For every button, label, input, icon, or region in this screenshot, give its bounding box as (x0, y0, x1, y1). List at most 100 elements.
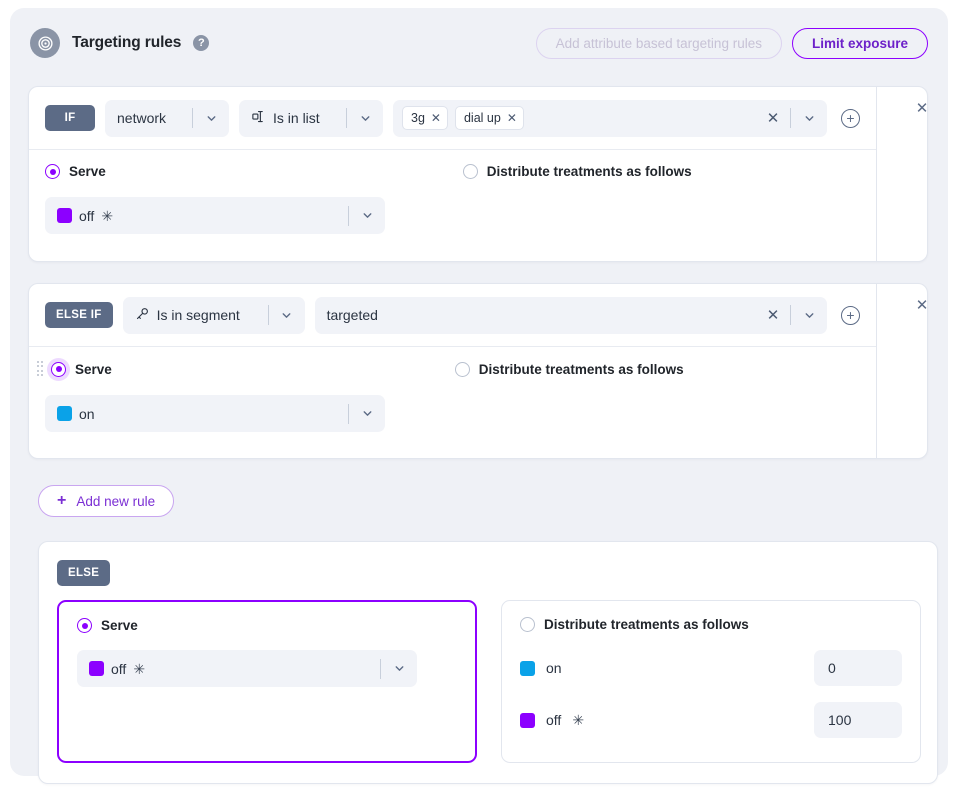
treatment-select-else-if[interactable]: on (45, 395, 385, 432)
treatment-name: on (79, 405, 95, 422)
clear-icon[interactable]: ✕ (766, 110, 780, 127)
remove-tag-icon[interactable]: ✕ (430, 111, 441, 125)
value-tag[interactable]: dial up ✕ (454, 106, 524, 130)
distribution-treatment-on: on (520, 660, 562, 676)
matcher-select-value: Is in list (239, 109, 346, 127)
else-serve-row: Serve (77, 618, 457, 633)
segment-select[interactable]: targeted ✕ (314, 296, 827, 334)
distribution-input-off[interactable] (814, 702, 902, 738)
attribute-select[interactable]: network (105, 99, 229, 137)
clear-icon[interactable]: ✕ (766, 307, 780, 324)
divider (346, 108, 347, 128)
limit-exposure-button[interactable]: Limit exposure (791, 27, 928, 59)
divider (790, 305, 791, 325)
else-serve-label: Serve (101, 618, 138, 633)
serve-options-row-if: Serve Distribute treatments as follows (45, 164, 860, 179)
chevron-down-icon[interactable] (791, 112, 827, 125)
treatment-color-swatch (520, 660, 535, 676)
distribute-radio-else-if[interactable] (454, 361, 470, 377)
else-distribute-box[interactable]: Distribute treatments as follows on off … (501, 600, 921, 763)
chevron-down-icon[interactable] (193, 112, 229, 125)
else-distribute-label: Distribute treatments as follows (544, 617, 749, 632)
treatment-select-if[interactable]: off ✳ (45, 197, 385, 234)
rule-card-if: IF network (28, 86, 928, 262)
values-multiselect[interactable]: 3g ✕ dial up ✕ ✕ (393, 99, 827, 137)
chevron-down-icon[interactable] (349, 407, 385, 420)
drag-handle-icon[interactable] (37, 361, 46, 377)
rule-close-column-else-if: ✕ (877, 284, 959, 458)
close-icon[interactable]: ✕ (915, 296, 929, 314)
matcher-select-if[interactable]: Is in list (239, 99, 383, 137)
value-tag[interactable]: 3g ✕ (402, 106, 448, 130)
page-title: Targeting rules (72, 34, 182, 51)
distribute-radio-if[interactable] (462, 164, 478, 179)
serve-radio-else-if[interactable] (51, 361, 66, 377)
header-actions: Add attribute based targeting rules Limi… (535, 27, 928, 59)
add-new-rule-button[interactable]: + Add new rule (38, 485, 175, 517)
serve-label-if: Serve (69, 164, 106, 179)
key-icon (135, 306, 150, 324)
else-serve-box[interactable]: Serve off ✳ (57, 600, 477, 763)
serve-radio-if[interactable] (45, 164, 60, 179)
matcher-select-else-if[interactable]: Is in segment (122, 296, 305, 334)
treatment-name: off (111, 660, 127, 677)
default-treatment-star-icon: ✳ (572, 712, 585, 728)
add-attribute-rules-button[interactable]: Add attribute based targeting rules (535, 27, 782, 59)
rule-body-else-if: Serve Distribute treatments as follows o… (29, 347, 876, 448)
chevron-down-icon[interactable] (791, 309, 827, 322)
remove-tag-icon[interactable]: ✕ (506, 111, 517, 125)
divider (380, 658, 381, 679)
else-distribute-row: Distribute treatments as follows (520, 617, 902, 632)
condition-row-if: IF network (29, 87, 876, 150)
value-tag-list: 3g ✕ dial up ✕ (393, 106, 756, 130)
value-tag-label: dial up (463, 111, 501, 125)
divider (267, 305, 269, 325)
rule-main-else-if: ELSE IF Is in segment (29, 284, 877, 458)
close-icon[interactable]: ✕ (915, 99, 929, 117)
distribution-input-on[interactable] (814, 650, 902, 686)
list-icon (251, 109, 266, 127)
rule-main-if: IF network (29, 87, 877, 261)
header-left-group: Targeting rules ? (30, 28, 210, 58)
rule-card-else-if: ELSE IF Is in segment (28, 283, 928, 459)
plus-circle-icon[interactable]: + (841, 108, 860, 128)
treatment-select-value-if: off ✳ (45, 208, 348, 224)
value-tag-label: 3g (411, 111, 425, 125)
matcher-label-if: Is in list (273, 110, 320, 126)
else-serve-radio[interactable] (77, 618, 92, 633)
else-distribute-radio[interactable] (520, 617, 535, 632)
targeting-rules-panel: Targeting rules ? Add attribute based ta… (10, 8, 948, 784)
matcher-label-else-if: Is in segment (156, 307, 240, 323)
divider (348, 403, 349, 424)
add-new-rule-label: Add new rule (76, 493, 156, 509)
chevron-down-icon[interactable] (381, 662, 417, 675)
attribute-select-value: network (117, 110, 167, 126)
rule-body-if: Serve Distribute treatments as follows o… (29, 150, 876, 250)
distribution-treatment-off: off ✳ (520, 712, 584, 728)
condition-badge-else: ELSE (57, 560, 111, 586)
distribution-row: off ✳ (520, 702, 902, 738)
default-treatment-star-icon: ✳ (101, 207, 114, 224)
chevron-down-icon[interactable] (349, 209, 385, 222)
plus-circle-icon[interactable]: + (841, 305, 860, 325)
treatment-color-swatch (89, 661, 104, 676)
chevron-down-icon[interactable] (269, 309, 305, 322)
distribution-row: on (520, 650, 902, 686)
treatment-color-swatch (57, 208, 72, 223)
matcher-select-value: Is in segment (123, 306, 268, 324)
help-icon[interactable]: ? (193, 35, 210, 51)
serve-options-row-else-if: Serve Distribute treatments as follows (37, 361, 860, 377)
distribute-label-if: Distribute treatments as follows (486, 164, 692, 179)
panel-header: Targeting rules ? Add attribute based ta… (10, 8, 948, 78)
divider (790, 108, 791, 128)
treatment-color-swatch (520, 712, 535, 728)
serve-label-else-if: Serve (75, 361, 112, 377)
plus-icon: + (57, 492, 67, 509)
chevron-down-icon[interactable] (347, 112, 383, 125)
target-icon (30, 28, 60, 58)
default-treatment-star-icon: ✳ (133, 660, 146, 677)
treatment-name: on (546, 660, 562, 676)
else-treatment-select[interactable]: off ✳ (77, 650, 417, 687)
treatment-name: off (546, 712, 562, 728)
